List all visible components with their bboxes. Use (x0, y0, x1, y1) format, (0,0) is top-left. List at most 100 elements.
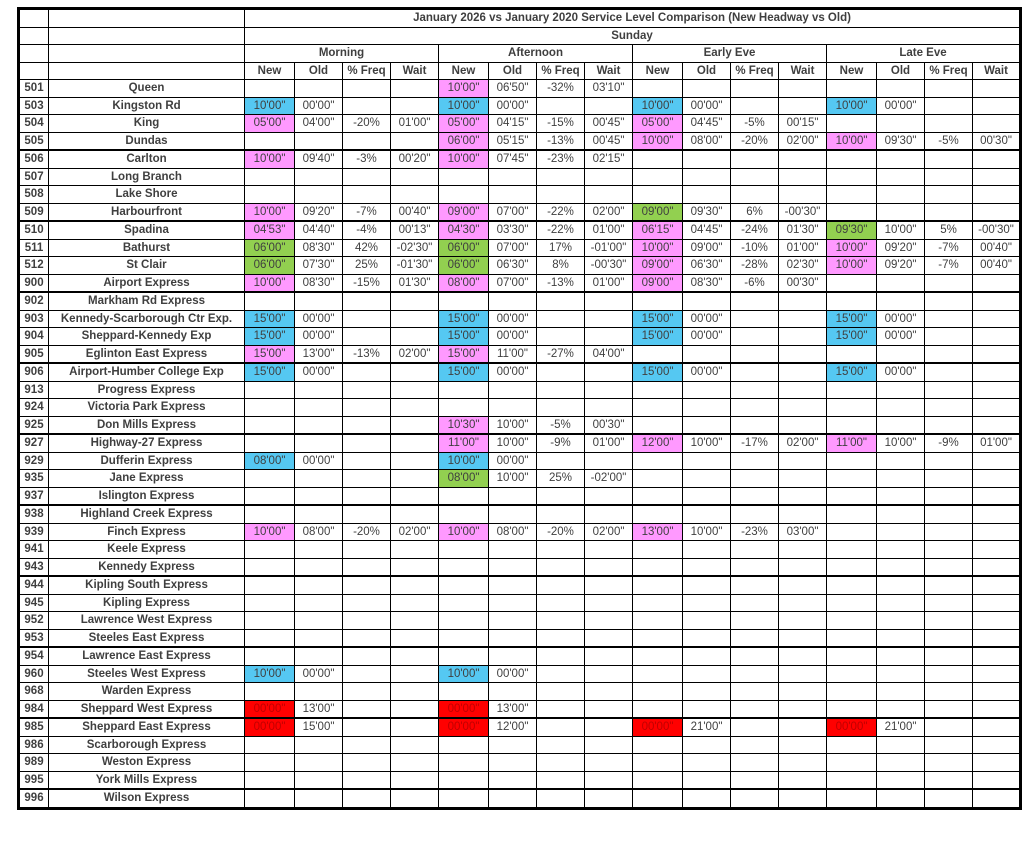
data-cell: 21'00" (876, 717, 925, 737)
data-cell (632, 149, 683, 169)
period-header: Late Eve (826, 44, 1021, 63)
column-header: New (438, 61, 489, 80)
data-cell (778, 291, 827, 311)
data-cell: 15'00" (244, 309, 295, 328)
data-cell (876, 522, 925, 541)
data-cell: 01'00" (778, 238, 827, 257)
route-name-cell: Kingston Rd (48, 96, 245, 115)
data-cell (876, 770, 925, 790)
data-cell (244, 735, 295, 754)
route-name-cell: King (48, 114, 245, 133)
data-cell (390, 362, 439, 382)
data-cell (390, 433, 439, 453)
data-cell (632, 415, 683, 435)
data-cell (730, 646, 779, 666)
data-cell: 06'00" (244, 238, 295, 257)
data-cell (536, 717, 585, 737)
data-cell: 00'00" (488, 327, 537, 346)
data-cell (972, 593, 1021, 612)
data-cell (826, 735, 877, 754)
data-cell (390, 628, 439, 648)
data-cell (632, 735, 683, 754)
data-cell (826, 380, 877, 399)
data-cell (972, 753, 1021, 772)
data-cell: -13% (342, 344, 391, 364)
data-cell: 00'00" (876, 96, 925, 115)
data-cell (972, 79, 1021, 98)
data-cell (488, 185, 537, 204)
data-cell (244, 167, 295, 186)
data-cell (972, 202, 1021, 222)
data-cell: 01'00" (390, 114, 439, 133)
data-cell: -24% (730, 220, 779, 240)
route-name-cell: Lake Shore (48, 185, 245, 204)
data-cell (682, 380, 731, 399)
data-cell (536, 664, 585, 683)
data-cell: -5% (730, 114, 779, 133)
column-header: Wait (972, 61, 1021, 80)
data-cell: 01'00" (972, 433, 1021, 453)
data-cell (826, 273, 877, 293)
data-cell (730, 167, 779, 186)
data-cell: 12'00" (632, 433, 683, 453)
data-cell (390, 96, 439, 115)
data-cell (730, 557, 779, 577)
data-cell: -23% (536, 149, 585, 169)
data-cell: 00'30" (778, 273, 827, 293)
data-cell: 15'00" (244, 362, 295, 382)
route-name-cell: York Mills Express (48, 770, 245, 790)
data-cell (826, 504, 877, 524)
data-cell (682, 593, 731, 612)
route-number-cell: 968 (18, 682, 49, 701)
data-cell: 02'00" (584, 202, 633, 222)
data-cell (390, 469, 439, 488)
data-cell (924, 753, 973, 772)
route-number-cell: 944 (18, 575, 49, 595)
data-cell (778, 415, 827, 435)
data-cell (536, 96, 585, 115)
header-blank-number-cell (18, 26, 49, 45)
data-cell (390, 753, 439, 772)
data-cell: 00'40" (972, 238, 1021, 257)
data-cell: 00'00" (294, 451, 343, 470)
data-cell: 04'00" (294, 114, 343, 133)
data-cell (682, 699, 731, 719)
data-cell (972, 770, 1021, 790)
data-cell: 00'00" (488, 664, 537, 683)
data-cell (876, 611, 925, 630)
data-cell (294, 398, 343, 417)
data-cell (778, 540, 827, 559)
data-cell (390, 167, 439, 186)
route-number-cell: 508 (18, 185, 49, 204)
column-header: New (632, 61, 683, 80)
data-cell (826, 486, 877, 506)
data-cell (682, 682, 731, 701)
route-number-cell: 906 (18, 362, 49, 382)
data-cell: 08'30" (294, 273, 343, 293)
data-cell (924, 398, 973, 417)
data-cell (584, 788, 633, 809)
data-cell (438, 486, 489, 506)
data-cell (536, 398, 585, 417)
data-cell (294, 433, 343, 453)
data-cell: 10'00" (438, 96, 489, 115)
data-cell: -32% (536, 79, 585, 98)
data-cell (536, 540, 585, 559)
data-cell (972, 682, 1021, 701)
route-number-cell: 507 (18, 167, 49, 186)
data-cell (390, 557, 439, 577)
data-cell (730, 611, 779, 630)
data-cell: 00'40" (972, 256, 1021, 275)
data-cell (826, 593, 877, 612)
data-cell (488, 398, 537, 417)
data-cell (632, 557, 683, 577)
data-cell (682, 770, 731, 790)
data-cell: -5% (536, 415, 585, 435)
data-cell (778, 735, 827, 754)
data-cell (924, 522, 973, 541)
data-cell: 03'00" (778, 522, 827, 541)
data-cell (632, 540, 683, 559)
data-cell: 06'00" (438, 256, 489, 275)
data-cell (584, 451, 633, 470)
data-cell (584, 611, 633, 630)
